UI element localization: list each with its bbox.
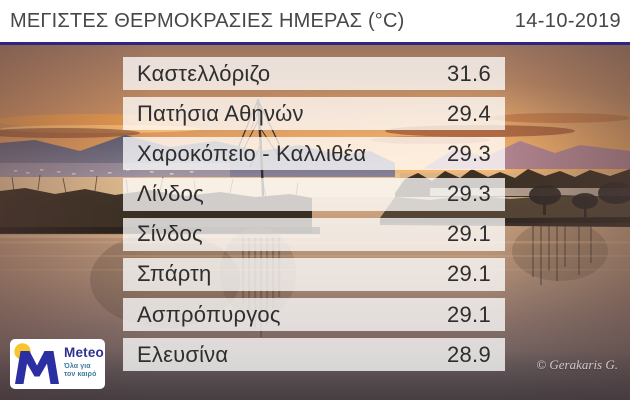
temperature-value: 29.1	[446, 221, 491, 247]
page-title: ΜΕΓΙΣΤΕΣ ΘΕΡΜΟΚΡΑΣΙΕΣ ΗΜΕΡΑΣ (°C)	[10, 9, 405, 32]
table-row: Καστελλόριζο 31.6	[123, 57, 505, 90]
logo-wordmark: Meteo	[64, 345, 105, 360]
table-row: Λίνδος 29.3	[123, 177, 505, 211]
logo-tagline: Όλα για τον καιρό	[64, 363, 96, 379]
table-row: Ελευσίνα 28.9	[123, 338, 505, 372]
date-label: 14-10-2019	[514, 9, 621, 32]
photographer-watermark: © Gerakaris G.	[536, 357, 618, 372]
station-name: Ασπρόπυργος	[137, 301, 281, 327]
temperature-value: 31.6	[446, 60, 491, 86]
table-row: Χαροκόπειο - Καλλιθέα 29.3	[123, 137, 505, 171]
station-name: Λίνδος	[137, 181, 204, 207]
logo-tagline-line2: τον καιρό	[64, 371, 97, 378]
station-name: Καστελλόριζο	[137, 60, 271, 86]
header-divider	[0, 42, 630, 45]
temperature-value: 29.4	[446, 100, 491, 126]
table-row: Πατήσια Αθηνών 29.4	[123, 97, 505, 131]
logo-tagline-line1: Όλα για	[64, 363, 91, 370]
meteo-m-icon	[14, 343, 59, 384]
temperature-value: 29.3	[446, 140, 491, 166]
temperature-value: 29.3	[446, 181, 491, 207]
temperature-value: 29.1	[446, 261, 491, 287]
table-row: Σίνδος 29.1	[123, 217, 505, 251]
station-name: Σπάρτη	[137, 261, 212, 287]
temperature-table: Καστελλόριζο 31.6 Πατήσια Αθηνών 29.4 Χαροκό…	[123, 57, 505, 372]
station-name: Πατήσια Αθηνών	[137, 100, 304, 126]
meteo-logo: Meteo Όλα για τον καιρό	[10, 339, 105, 389]
station-name: Χαροκόπειο - Καλλιθέα	[137, 140, 367, 166]
station-name: Ελευσίνα	[137, 341, 229, 367]
table-row: Σπάρτη 29.1	[123, 257, 505, 291]
header-bar: ΜΕΓΙΣΤΕΣ ΘΕΡΜΟΚΡΑΣΙΕΣ ΗΜΕΡΑΣ (°C) 14-10-…	[0, 0, 630, 42]
table-row: Ασπρόπυργος 29.1	[123, 298, 505, 332]
station-name: Σίνδος	[137, 221, 203, 247]
temperature-value: 29.1	[446, 301, 491, 327]
temperature-value: 28.9	[446, 341, 491, 367]
